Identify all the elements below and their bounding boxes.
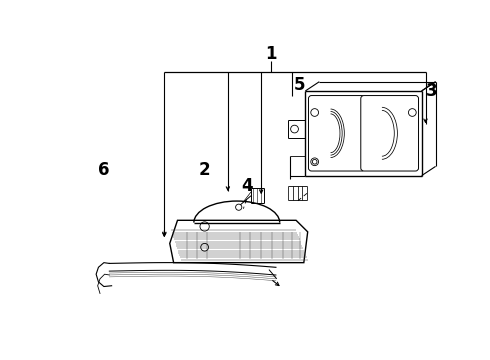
- Text: 6: 6: [98, 161, 110, 179]
- Polygon shape: [170, 220, 308, 263]
- FancyBboxPatch shape: [361, 95, 418, 171]
- Text: 4: 4: [242, 177, 253, 195]
- FancyBboxPatch shape: [309, 95, 365, 171]
- Text: 3: 3: [426, 82, 438, 100]
- Text: 1: 1: [265, 45, 276, 63]
- Text: 2: 2: [199, 161, 210, 179]
- Text: 5: 5: [294, 76, 306, 94]
